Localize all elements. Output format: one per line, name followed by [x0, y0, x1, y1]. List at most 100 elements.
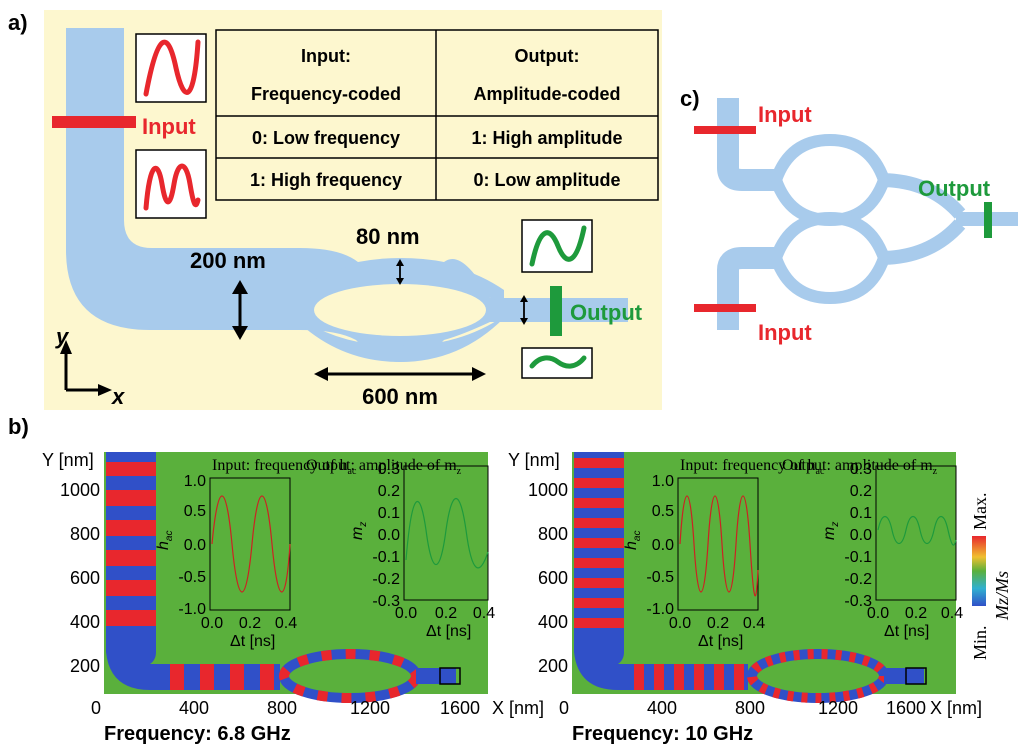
- inset-y-tick: 1.0: [652, 473, 674, 490]
- inset-y-tick: -0.2: [372, 571, 400, 588]
- left-y-tick: 800: [70, 524, 100, 544]
- panel-c-input-bottom-label: Input: [758, 320, 812, 345]
- left-inset-output-title: Output: amplitude of mz: [306, 457, 462, 477]
- colorbar: [972, 536, 986, 606]
- right-x-tick: 1200: [818, 698, 858, 718]
- left-y-tick: 1000: [60, 480, 100, 500]
- right-inset-output-title: Output: amplitude of mz: [782, 457, 938, 477]
- left-x-tick: 400: [179, 698, 209, 718]
- right-inset-input-wave: [679, 495, 759, 597]
- left-inset-output-frame: [403, 465, 489, 601]
- inset-x-tick: 0.2: [239, 615, 261, 632]
- right-y-tick: 200: [538, 656, 568, 676]
- inset-y-tick: 0.1: [850, 505, 872, 522]
- right-y-ticks: 1000 800 600 400 200: [528, 480, 568, 676]
- left-output-box: [439, 667, 461, 685]
- right-y-tick: 400: [538, 612, 568, 632]
- table-input-header-1: Input:: [301, 46, 351, 66]
- y-junction-waveguide: [66, 28, 628, 362]
- inset-x-tick: 0.2: [435, 605, 457, 622]
- high-amplitude-wave: [529, 225, 587, 267]
- input-antenna: [52, 116, 136, 128]
- inset-y-tick: 0.3: [850, 461, 872, 478]
- table-row1-output: 1: High amplitude: [471, 128, 622, 148]
- inset-y-tick: 0.2: [850, 483, 872, 500]
- inset-x-tick: 0.0: [867, 605, 889, 622]
- right-x-tick: 0: [559, 698, 569, 718]
- panel-c-label: c): [680, 86, 700, 111]
- inset-y-tick: 0.5: [184, 503, 206, 520]
- left-inset-input-y-ticks: 1.0 0.5 0.0 -0.5 -1.0: [178, 473, 206, 618]
- left-red-bands: [106, 462, 156, 626]
- right-inset-input-frame: [677, 477, 759, 611]
- table-row2-input: 1: High frequency: [250, 170, 402, 190]
- left-inset-output-xlabel: Δt [ns]: [426, 623, 471, 640]
- table-input-header-2: Frequency-coded: [251, 84, 401, 104]
- y-axis-label: y: [55, 324, 70, 349]
- right-inset-output-y-ticks: 0.3 0.2 0.1 0.0 -0.1 -0.2 -0.3: [844, 461, 872, 610]
- right-inset-output-x-ticks: 0.0 0.2 0.4: [867, 605, 963, 622]
- table-row2-output: 0: Low amplitude: [473, 170, 620, 190]
- left-inset-input-xlabel: Δt [ns]: [230, 633, 275, 650]
- right-inset-output-ylabel: mz: [821, 522, 841, 540]
- inset-y-tick: -0.1: [844, 549, 872, 566]
- low-amplitude-wave: [529, 355, 587, 369]
- panel-c-input-bottom-antenna: [694, 304, 756, 312]
- right-inset-input-title: Input: frequency of hac: [680, 457, 825, 477]
- arm-arrow: [396, 259, 404, 285]
- length-arrow: [314, 367, 486, 381]
- high-frequency-wave: [143, 163, 201, 211]
- inset-y-tick: 0.0: [850, 527, 872, 544]
- right-bend-bands: [634, 664, 744, 690]
- table-output-header-2: Amplitude-coded: [474, 84, 621, 104]
- xy-axes-icon: [60, 340, 112, 396]
- right-x-tick: 400: [647, 698, 677, 718]
- right-red-bands: [574, 458, 624, 628]
- inset-y-tick: -1.0: [178, 601, 206, 618]
- inset-x-tick: 0.0: [395, 605, 417, 622]
- panel-a-label: a): [8, 10, 28, 35]
- panel-b-right: Y [nm] 1000 800 600 400 200 0 400 800 12…: [508, 450, 982, 745]
- right-x-ticks: 0 400 800 1200 1600: [559, 698, 926, 718]
- inset-x-tick: 0.4: [743, 615, 765, 632]
- inset-y-tick: 0.0: [184, 537, 206, 554]
- inset-y-tick: 1.0: [184, 473, 206, 490]
- ring-hole: [314, 284, 486, 336]
- right-simulation-background: [572, 452, 956, 694]
- left-inset-input-wave: [211, 495, 291, 593]
- left-inset-input-ylabel: hac: [155, 531, 175, 550]
- left-y-axis-label: Y [nm]: [42, 450, 94, 470]
- inset-x-tick: 0.4: [275, 615, 297, 632]
- left-inset-output-wave: [405, 497, 489, 569]
- inset-y-tick: -0.5: [646, 569, 674, 586]
- inset-x-tick: 0.4: [941, 605, 963, 622]
- lower-arm: [296, 316, 504, 362]
- panel-c: [717, 98, 1018, 330]
- width-arrow: [232, 280, 248, 340]
- right-inset-input-ylabel: hac: [623, 531, 643, 550]
- inset-x-tick: 0.0: [201, 615, 223, 632]
- inset-x-tick: 0.2: [905, 605, 927, 622]
- output-width-arrow: [520, 295, 528, 325]
- inset-y-tick: -0.2: [844, 571, 872, 588]
- inset-x-tick: 0.0: [669, 615, 691, 632]
- inset-y-tick: 0.3: [378, 461, 400, 478]
- left-x-tick: 800: [267, 698, 297, 718]
- panel-b-label: b): [8, 414, 29, 439]
- right-inset-output-frame: [875, 465, 957, 601]
- x-axis-label: x: [111, 384, 125, 409]
- colorbar-min: Min.: [970, 625, 990, 660]
- table-output-header-1: Output:: [515, 46, 580, 66]
- panel-c-output-antenna: [984, 202, 992, 238]
- panel-c-input-top-antenna: [694, 126, 756, 134]
- left-y-tick: 400: [70, 612, 100, 632]
- right-y-tick: 1000: [528, 480, 568, 500]
- left-caption: Frequency: 6.8 GHz: [104, 723, 291, 745]
- left-inset-output-y-ticks: 0.3 0.2 0.1 0.0 -0.1 -0.2 -0.3: [372, 461, 400, 610]
- right-output-box: [905, 667, 927, 685]
- right-inset-output-xlabel: Δt [ns]: [884, 623, 929, 640]
- inset-y-tick: 0.5: [652, 503, 674, 520]
- left-x-tick: 1600: [440, 698, 480, 718]
- width-dimension-label: 200 nm: [190, 248, 266, 273]
